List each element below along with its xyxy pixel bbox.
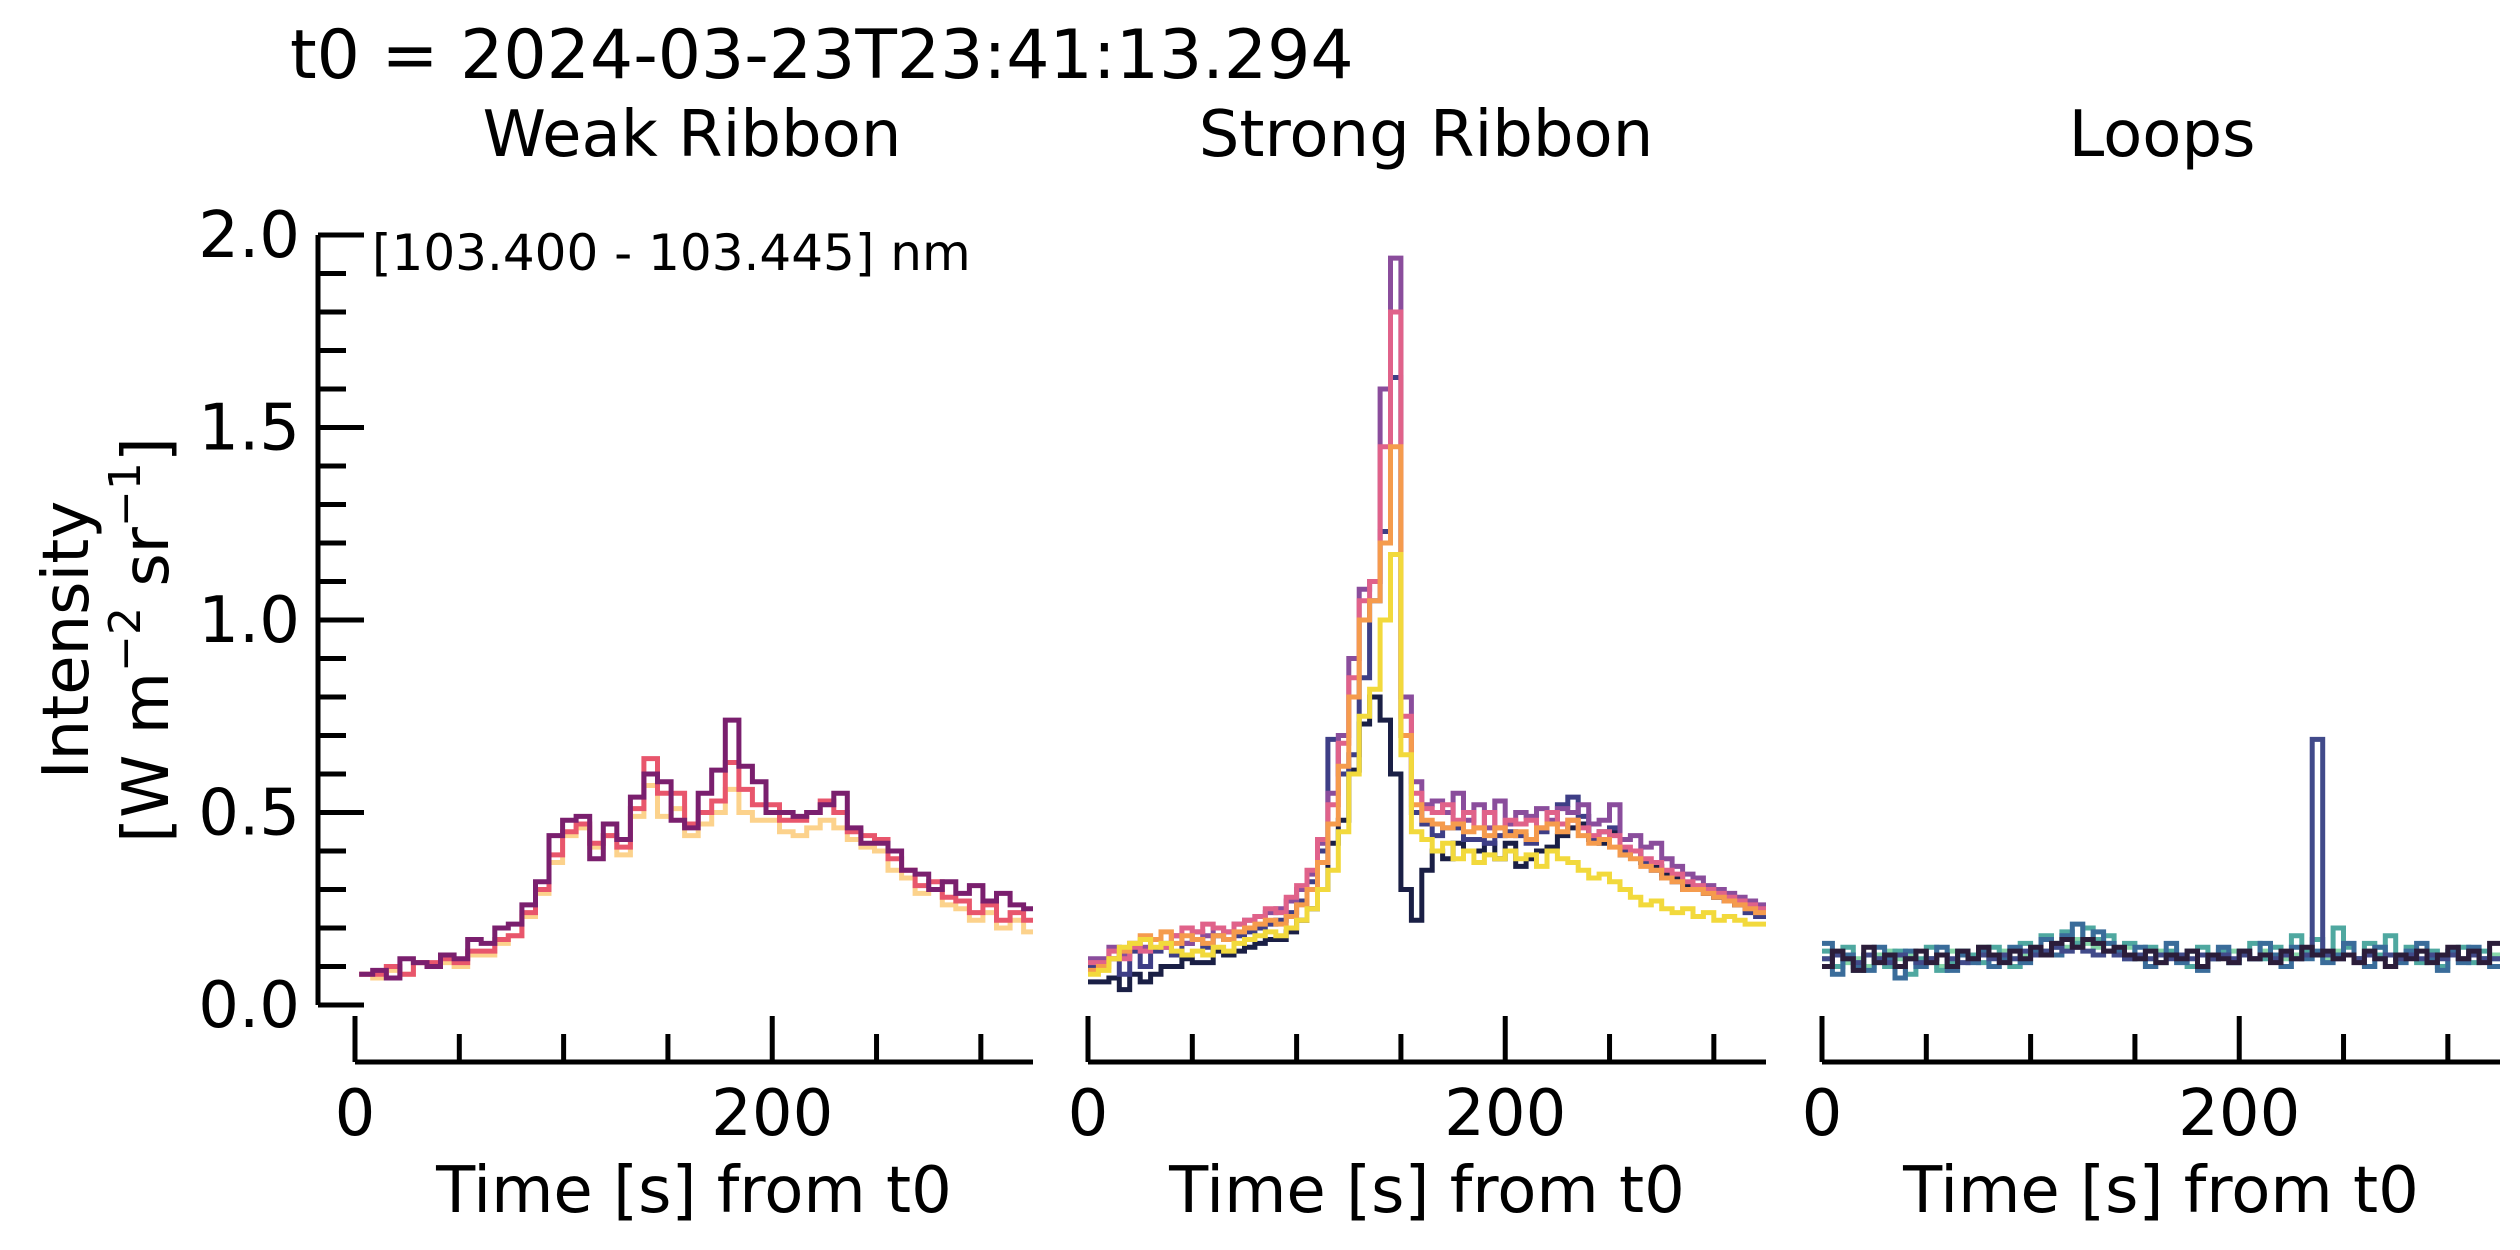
loops-x-tick-label: 0 — [1802, 1077, 1843, 1151]
y-axis-label-line2: [W m−2 sr−1] — [100, 437, 184, 843]
panel-title-weak-ribbon: Weak Ribbon — [483, 98, 902, 172]
weak-ribbon-series-3 — [359, 717, 1033, 981]
weak-ribbon-x-tick-label: 0 — [335, 1077, 376, 1151]
y-axis-label-line1: Intensity — [30, 501, 104, 780]
y-tick-label: 0.5 — [198, 777, 300, 851]
loops-x-axis-label: Time [s] from t0 — [1902, 1154, 2419, 1228]
loops-series-5 — [1822, 937, 2500, 973]
y-tick-label: 0.0 — [198, 969, 300, 1043]
y-tick-label: 1.0 — [198, 584, 300, 658]
strong-ribbon-series-3 — [1088, 255, 1766, 962]
strong-ribbon-x-axis-label: Time [s] from t0 — [1168, 1154, 1685, 1228]
panel-title-loops: Loops — [2069, 98, 2256, 172]
weak-ribbon-x-tick-label: 200 — [711, 1077, 833, 1151]
strong-ribbon-series-4 — [1088, 309, 1766, 966]
panel-title-strong-ribbon: Strong Ribbon — [1199, 98, 1654, 172]
strong-ribbon-series-6 — [1088, 552, 1766, 977]
suptitle: t0 = 2024-03-23T23:41:13.294 — [290, 16, 1354, 95]
y-tick-label: 2.0 — [198, 199, 300, 273]
wavelength-annotation: [103.400 - 103.445] nm — [372, 224, 971, 282]
strong-ribbon-x-tick-label: 0 — [1068, 1077, 1109, 1151]
strong-ribbon-series-5 — [1088, 444, 1766, 973]
loops-x-tick-label: 200 — [2178, 1077, 2300, 1151]
strong-ribbon-x-tick-label: 200 — [1444, 1077, 1566, 1151]
weak-ribbon-x-axis-label: Time [s] from t0 — [435, 1154, 952, 1228]
strong-ribbon-series-2 — [1088, 375, 1766, 977]
loops-series-4 — [1822, 736, 2500, 966]
y-tick-label: 1.5 — [198, 392, 300, 466]
y-axis-label: Intensity [W m−2 sr−1] — [30, 437, 184, 843]
